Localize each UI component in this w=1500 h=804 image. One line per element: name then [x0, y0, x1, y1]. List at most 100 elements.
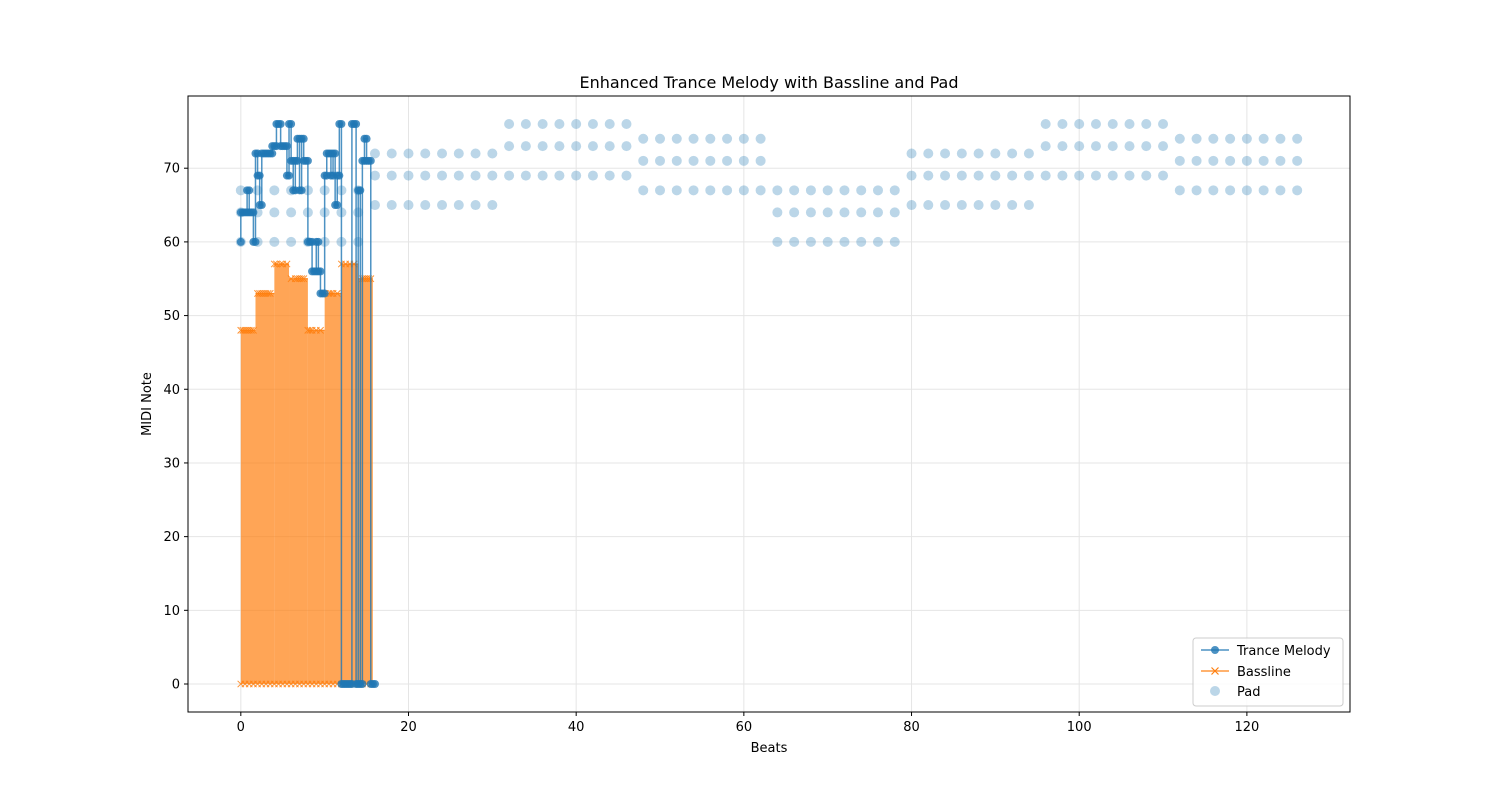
bassline-point: [327, 289, 335, 298]
melody-point: [358, 680, 367, 688]
legend-melody-label: Trance Melody: [1236, 644, 1331, 659]
melody-point: [370, 680, 379, 688]
melody-point: [299, 134, 308, 143]
pad-point: [1023, 170, 1034, 181]
pad-point: [403, 200, 414, 211]
chart-title: Enhanced Trance Melody with Bassline and…: [579, 73, 958, 92]
pad-point: [655, 133, 666, 144]
pad-point: [437, 170, 448, 181]
pad-point: [1225, 185, 1236, 196]
pad-point: [872, 185, 883, 196]
pad-point: [587, 119, 598, 129]
pad-point: [453, 200, 464, 211]
pad-point: [1074, 170, 1085, 181]
legend: Trance Melody Bassline Pad: [1192, 637, 1344, 707]
bassline-point: [264, 289, 272, 298]
pad-point: [856, 236, 867, 247]
pad-point: [587, 141, 598, 152]
pad-point: [772, 207, 783, 218]
pad-point: [722, 185, 733, 196]
pad-point: [269, 236, 280, 247]
pad-point: [520, 170, 531, 181]
pad-point: [688, 133, 699, 144]
pad-point: [386, 148, 397, 159]
grid-layer: [188, 96, 1350, 712]
y-tick-label: 10: [163, 604, 180, 619]
melody-point: [331, 149, 340, 158]
pad-point: [604, 170, 615, 181]
pad-point: [286, 207, 297, 218]
pad-point: [420, 170, 431, 181]
bassline-fill: [289, 278, 308, 684]
pad-point: [537, 119, 548, 129]
pad-point: [1174, 155, 1185, 166]
pad-point: [1174, 133, 1185, 144]
bassline-point: [306, 326, 314, 334]
pad-point: [1174, 185, 1185, 196]
pad-point: [671, 155, 682, 166]
pad-point: [1023, 200, 1034, 211]
x-tick-label: 20: [400, 720, 417, 735]
pad-point: [621, 119, 632, 129]
pad-point: [520, 119, 531, 129]
pad-point: [554, 141, 565, 152]
pad-point: [705, 133, 716, 144]
pad-point: [923, 170, 934, 181]
melody-point: [251, 237, 260, 246]
pad-point: [437, 200, 448, 211]
pad-point: [1208, 155, 1219, 166]
pad-point: [1141, 141, 1152, 152]
bassline-fill: [240, 330, 256, 684]
melody-layer: [236, 120, 379, 688]
pad-point: [470, 170, 481, 181]
pad-point: [537, 141, 548, 152]
pad-point: [705, 185, 716, 196]
pad-point: [587, 170, 598, 181]
melody-point: [356, 186, 365, 195]
legend-item-melody: Trance Melody: [1201, 644, 1331, 659]
pad-point: [1090, 170, 1101, 181]
pad-point: [1057, 141, 1068, 152]
pad-point: [990, 200, 1001, 211]
pad-point: [671, 185, 682, 196]
pad-point: [856, 207, 867, 218]
pad-point: [1225, 155, 1236, 166]
pad-point: [554, 170, 565, 181]
melody-point: [320, 289, 329, 298]
pad-point: [1090, 119, 1101, 129]
pad-point: [369, 148, 380, 159]
pad-point: [839, 185, 850, 196]
melody-point: [297, 186, 306, 195]
pad-point: [940, 170, 951, 181]
melody-point: [287, 120, 296, 128]
pad-point: [889, 207, 900, 218]
bassline-fill: [351, 264, 359, 684]
pad-point: [571, 119, 582, 129]
pad-point: [1124, 170, 1135, 181]
pad-point: [1107, 141, 1118, 152]
pad-point: [1057, 170, 1068, 181]
pad-point: [856, 185, 867, 196]
pad-point: [789, 236, 800, 247]
legend-bass-label: Bassline: [1237, 665, 1291, 680]
pad-point: [923, 200, 934, 211]
pad-point: [772, 185, 783, 196]
pad-point: [973, 148, 984, 159]
bassline-fill: [341, 264, 352, 684]
pad-point: [621, 141, 632, 152]
pad-point: [504, 119, 515, 129]
pad-point: [705, 155, 716, 166]
pad-point: [487, 148, 498, 159]
pad-point: [420, 200, 431, 211]
melody-point: [257, 201, 266, 210]
pad-point: [403, 148, 414, 159]
pad-point: [487, 200, 498, 211]
pad-point: [688, 185, 699, 196]
bassline-point: [277, 260, 285, 268]
pad-point: [822, 207, 833, 218]
pad-point: [1225, 133, 1236, 144]
y-tick-label: 50: [163, 309, 180, 324]
pad-point: [722, 155, 733, 166]
pad-point: [403, 170, 414, 181]
